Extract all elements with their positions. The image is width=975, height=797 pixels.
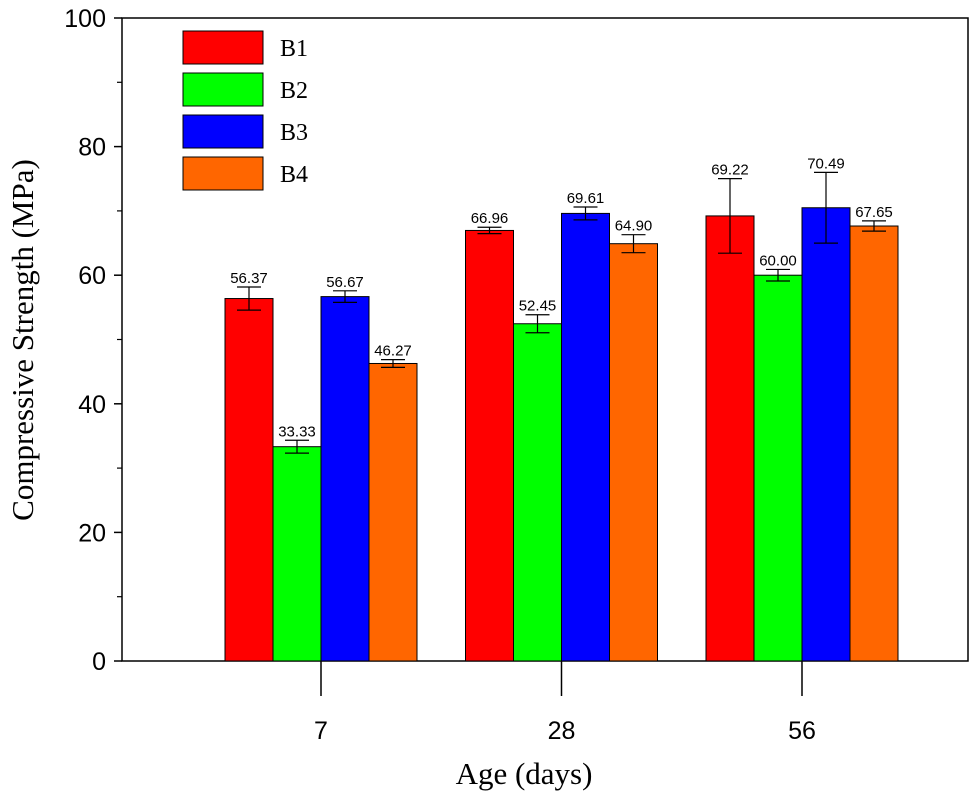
- legend-swatch-b3: [182, 114, 264, 149]
- y-tick-label: 80: [78, 134, 106, 162]
- legend-swatch-b2: [182, 72, 264, 107]
- bar-b3-7: [320, 296, 370, 662]
- y-tick-label: 60: [78, 262, 106, 290]
- data-label: 56.37: [230, 270, 268, 287]
- bar-b2-28: [513, 323, 562, 662]
- bar-b3-56: [801, 207, 851, 662]
- legend-label-b2: B2: [280, 78, 308, 104]
- data-label: 60.00: [759, 252, 797, 269]
- legend-label-b1: B1: [280, 36, 308, 62]
- plot-area: 0 20 40 60 80 100 7 56.37 33.33 56.67 46.27 28 66.96…: [64, 5, 969, 745]
- data-label: 33.33: [278, 423, 316, 440]
- legend-label-b4: B4: [280, 162, 308, 188]
- legend-swatch-b1: [182, 30, 264, 65]
- data-label: 70.49: [807, 155, 845, 172]
- y-tick-label: 40: [78, 391, 106, 419]
- bar-b1-56: [705, 215, 755, 662]
- legend: B1 B2 B3 B4: [182, 30, 308, 191]
- legend-label-b3: B3: [280, 120, 308, 146]
- x-tick-label: 28: [548, 717, 576, 745]
- bar-b4-56: [849, 225, 899, 662]
- y-tick-label: 100: [64, 5, 106, 33]
- data-label: 64.90: [615, 218, 653, 235]
- y-tick-label: 20: [78, 519, 106, 547]
- data-label: 66.96: [471, 210, 509, 227]
- data-label: 67.65: [855, 204, 893, 221]
- bar-b1-28: [465, 229, 514, 662]
- bar-b4-28: [609, 243, 658, 662]
- data-label: 69.61: [567, 190, 605, 207]
- data-label: 69.22: [711, 162, 749, 179]
- bar-b2-7: [272, 446, 322, 662]
- bar-b3-28: [561, 212, 610, 662]
- data-label: 52.45: [519, 298, 557, 315]
- x-axis-title: Age (days): [456, 756, 593, 791]
- bar-b4-7: [368, 362, 418, 662]
- bar-b2-56: [753, 274, 803, 662]
- y-axis-title: Compressive Strength (MPa): [5, 159, 40, 521]
- bar-b1-7: [224, 298, 274, 662]
- data-label: 56.67: [326, 274, 364, 291]
- x-tick-label: 56: [788, 717, 816, 745]
- x-tick-label: 7: [314, 717, 328, 745]
- legend-swatch-b4: [182, 156, 264, 191]
- data-label: 46.27: [374, 343, 412, 360]
- y-tick-label: 0: [92, 648, 106, 676]
